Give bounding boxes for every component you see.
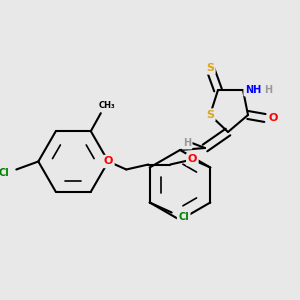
Text: Cl: Cl: [178, 212, 189, 221]
Text: S: S: [206, 110, 214, 120]
Text: S: S: [206, 63, 214, 73]
Text: CH₃: CH₃: [98, 101, 115, 110]
Text: Cl: Cl: [0, 169, 10, 178]
Text: O: O: [188, 154, 197, 164]
Text: H: H: [183, 138, 191, 148]
Text: O: O: [103, 157, 113, 166]
Text: O: O: [268, 113, 278, 123]
Text: NH: NH: [245, 85, 261, 95]
Text: H: H: [264, 85, 272, 95]
